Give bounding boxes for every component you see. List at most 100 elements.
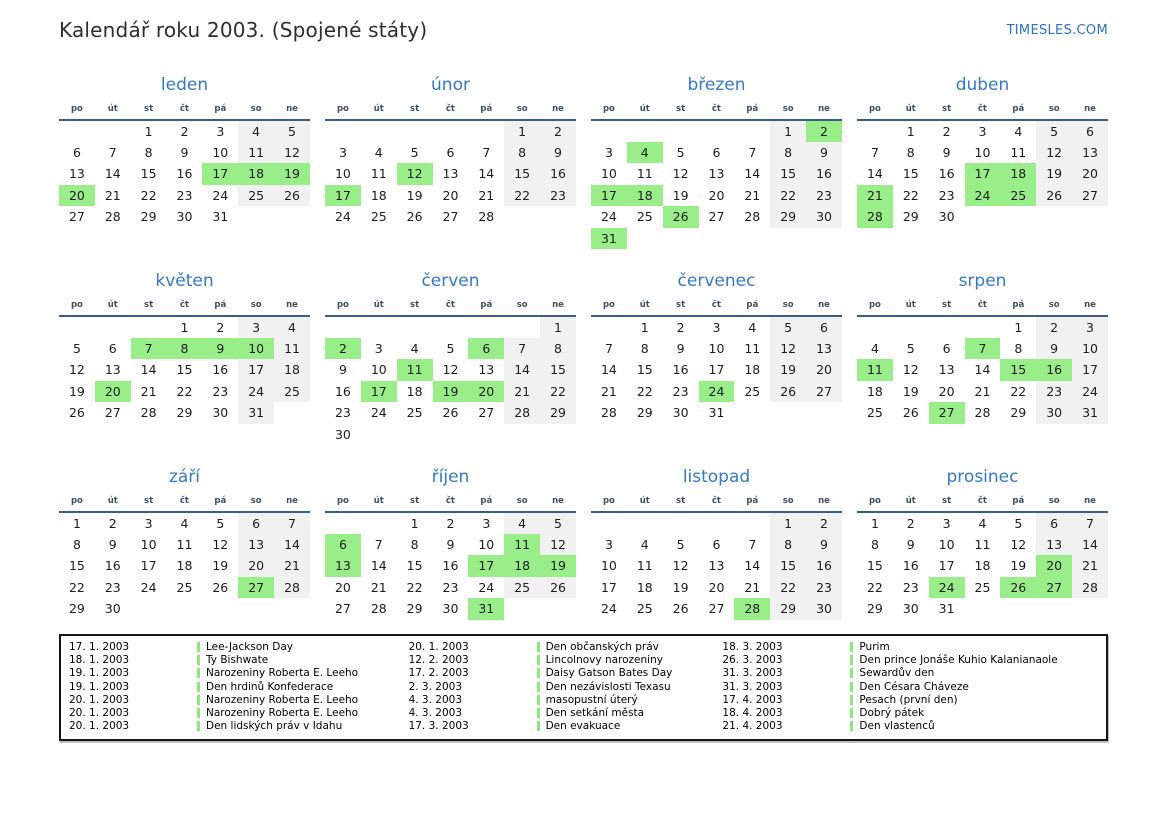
- day-cell: 18: [504, 555, 541, 577]
- day-cell: 18: [744, 362, 761, 378]
- day-cell: 28: [857, 206, 893, 228]
- day-cell: 31: [212, 209, 229, 225]
- day-cell: 31: [1072, 402, 1108, 424]
- day-cell: 19: [432, 380, 469, 402]
- day-cell: 6: [325, 533, 361, 555]
- weekday-header-row: po út st čt pá so ne: [325, 298, 576, 317]
- empty-cell: [591, 512, 627, 534]
- day-cell: 4: [180, 515, 189, 531]
- day-cell: 4: [374, 144, 383, 160]
- empty-cell: [325, 120, 361, 142]
- legend-date: 31. 3. 2003: [722, 680, 783, 693]
- day-cell: 27: [334, 601, 351, 617]
- empty-cell: [238, 598, 274, 620]
- day-cell: 14: [274, 533, 310, 555]
- day-cell: 22: [68, 579, 85, 595]
- month-srpen: srpen po út st čt pá so ne 1 2 3 4 5 6 7 8 9 10 11 12 13 14 15…: [857, 271, 1108, 424]
- legend-date: 20. 1. 2003: [69, 707, 130, 720]
- day-cell: 7: [1072, 512, 1108, 534]
- empty-cell: [504, 206, 540, 228]
- day-cell: 25: [744, 383, 761, 399]
- weekday-header: pá: [468, 102, 505, 121]
- empty-cell: [433, 424, 469, 446]
- empty-cell: [361, 424, 397, 446]
- weekday-header: ne: [1072, 102, 1108, 121]
- legend-date: 20. 1. 2003: [69, 720, 130, 733]
- legend-entry: 17. 3. 2003 Den evakuace: [409, 720, 723, 733]
- day-cell: 24: [600, 601, 617, 617]
- day-cell: 17: [964, 163, 1001, 185]
- day-cell: 14: [504, 359, 541, 381]
- empty-cell: [131, 598, 167, 620]
- day-cell: 9: [540, 141, 576, 163]
- month-červen: červen po út st čt pá so ne 1 2 3 4 5 6 7 8 9 10 11 12 13 14 1…: [325, 271, 576, 445]
- day-cell: 23: [442, 579, 459, 595]
- day-cell: 24: [212, 187, 229, 203]
- legend-holiday-name: Den nezávislosti Texasu: [545, 680, 671, 693]
- weekday-header: st: [662, 298, 699, 317]
- day-cell: 23: [1036, 380, 1073, 402]
- day-cell: 18: [636, 579, 653, 595]
- legend-column: 18. 3. 2003 Purim 26. 3. 2003 Den prince Jo…: [722, 641, 1098, 733]
- holiday-marker-icon: [197, 655, 200, 666]
- day-cell: 4: [274, 316, 310, 338]
- weekday-header: st: [396, 494, 433, 513]
- day-cell: 1: [540, 316, 576, 338]
- weekday-header: ne: [540, 298, 576, 317]
- weekday-header: st: [662, 102, 699, 121]
- day-cell: 17: [325, 184, 361, 206]
- day-cell: 15: [140, 166, 157, 182]
- empty-cell: [591, 120, 627, 142]
- empty-cell: [663, 228, 699, 250]
- month-listopad: listopad po út st čt pá so ne 1 2 3 4 5 6 7 8 9 10 11 12 13 1…: [591, 467, 842, 620]
- day-cell: 2: [942, 123, 951, 139]
- holiday-marker-icon: [197, 721, 200, 732]
- day-cell: 11: [744, 340, 761, 356]
- empty-cell: [857, 120, 893, 142]
- day-cell: 19: [902, 383, 919, 399]
- month-table: po út st čt pá so ne 1 2 3 4 5 6 7 8 9 10 11 12 13 14 15 16 17 1…: [591, 102, 842, 249]
- site-link[interactable]: TIMESLES.COM: [1006, 23, 1108, 38]
- day-cell: 27: [806, 380, 842, 402]
- day-cell: 6: [1072, 120, 1108, 142]
- empty-cell: [627, 228, 663, 250]
- empty-cell: [591, 316, 627, 338]
- empty-cell: [806, 228, 842, 250]
- weekday-header: so: [1036, 102, 1073, 121]
- weekday-header: st: [130, 494, 167, 513]
- weekday-header: st: [396, 102, 433, 121]
- day-cell: 14: [744, 166, 761, 182]
- day-cell: 17: [140, 558, 157, 574]
- weekday-header: čt: [432, 494, 469, 513]
- day-cell: 30: [334, 426, 351, 442]
- legend-entry: 20. 1. 2003 Den občanských práv: [409, 641, 723, 654]
- legend-entry: 4. 3. 2003 Den setkání města: [409, 706, 723, 719]
- day-cell: 28: [274, 576, 310, 598]
- month-table: po út st čt pá so ne 1 2 3 4 5 6 7 8 9 10 11 12 13 14 15 16 17 1…: [857, 494, 1108, 620]
- day-cell: 10: [212, 144, 229, 160]
- holiday-marker-icon: [197, 642, 200, 653]
- day-cell: 9: [202, 337, 239, 359]
- weekday-header: so: [1036, 494, 1073, 513]
- day-cell: 2: [906, 515, 915, 531]
- day-cell: 2: [446, 515, 455, 531]
- day-cell: 15: [406, 558, 423, 574]
- day-cell: 21: [857, 184, 893, 206]
- month-table: po út st čt pá so ne 1 2 3 4 5 6 7 8 9 10 11 12 13 14 15 16 17 1…: [325, 494, 576, 620]
- weekday-header: út: [360, 102, 397, 121]
- day-cell: 7: [504, 337, 541, 359]
- day-cell: 15: [902, 166, 919, 182]
- month-title: květen: [155, 271, 214, 291]
- day-cell: 16: [902, 558, 919, 574]
- day-cell: 30: [104, 601, 121, 617]
- weekday-header: st: [662, 494, 699, 513]
- day-cell: 4: [410, 340, 419, 356]
- day-cell: 9: [942, 144, 951, 160]
- weekday-header: ne: [274, 102, 310, 121]
- day-cell: 24: [238, 380, 275, 402]
- day-cell: 1: [906, 123, 915, 139]
- day-cell: 13: [806, 337, 842, 359]
- empty-cell: [397, 316, 433, 338]
- day-cell: 3: [374, 340, 383, 356]
- empty-cell: [59, 316, 95, 338]
